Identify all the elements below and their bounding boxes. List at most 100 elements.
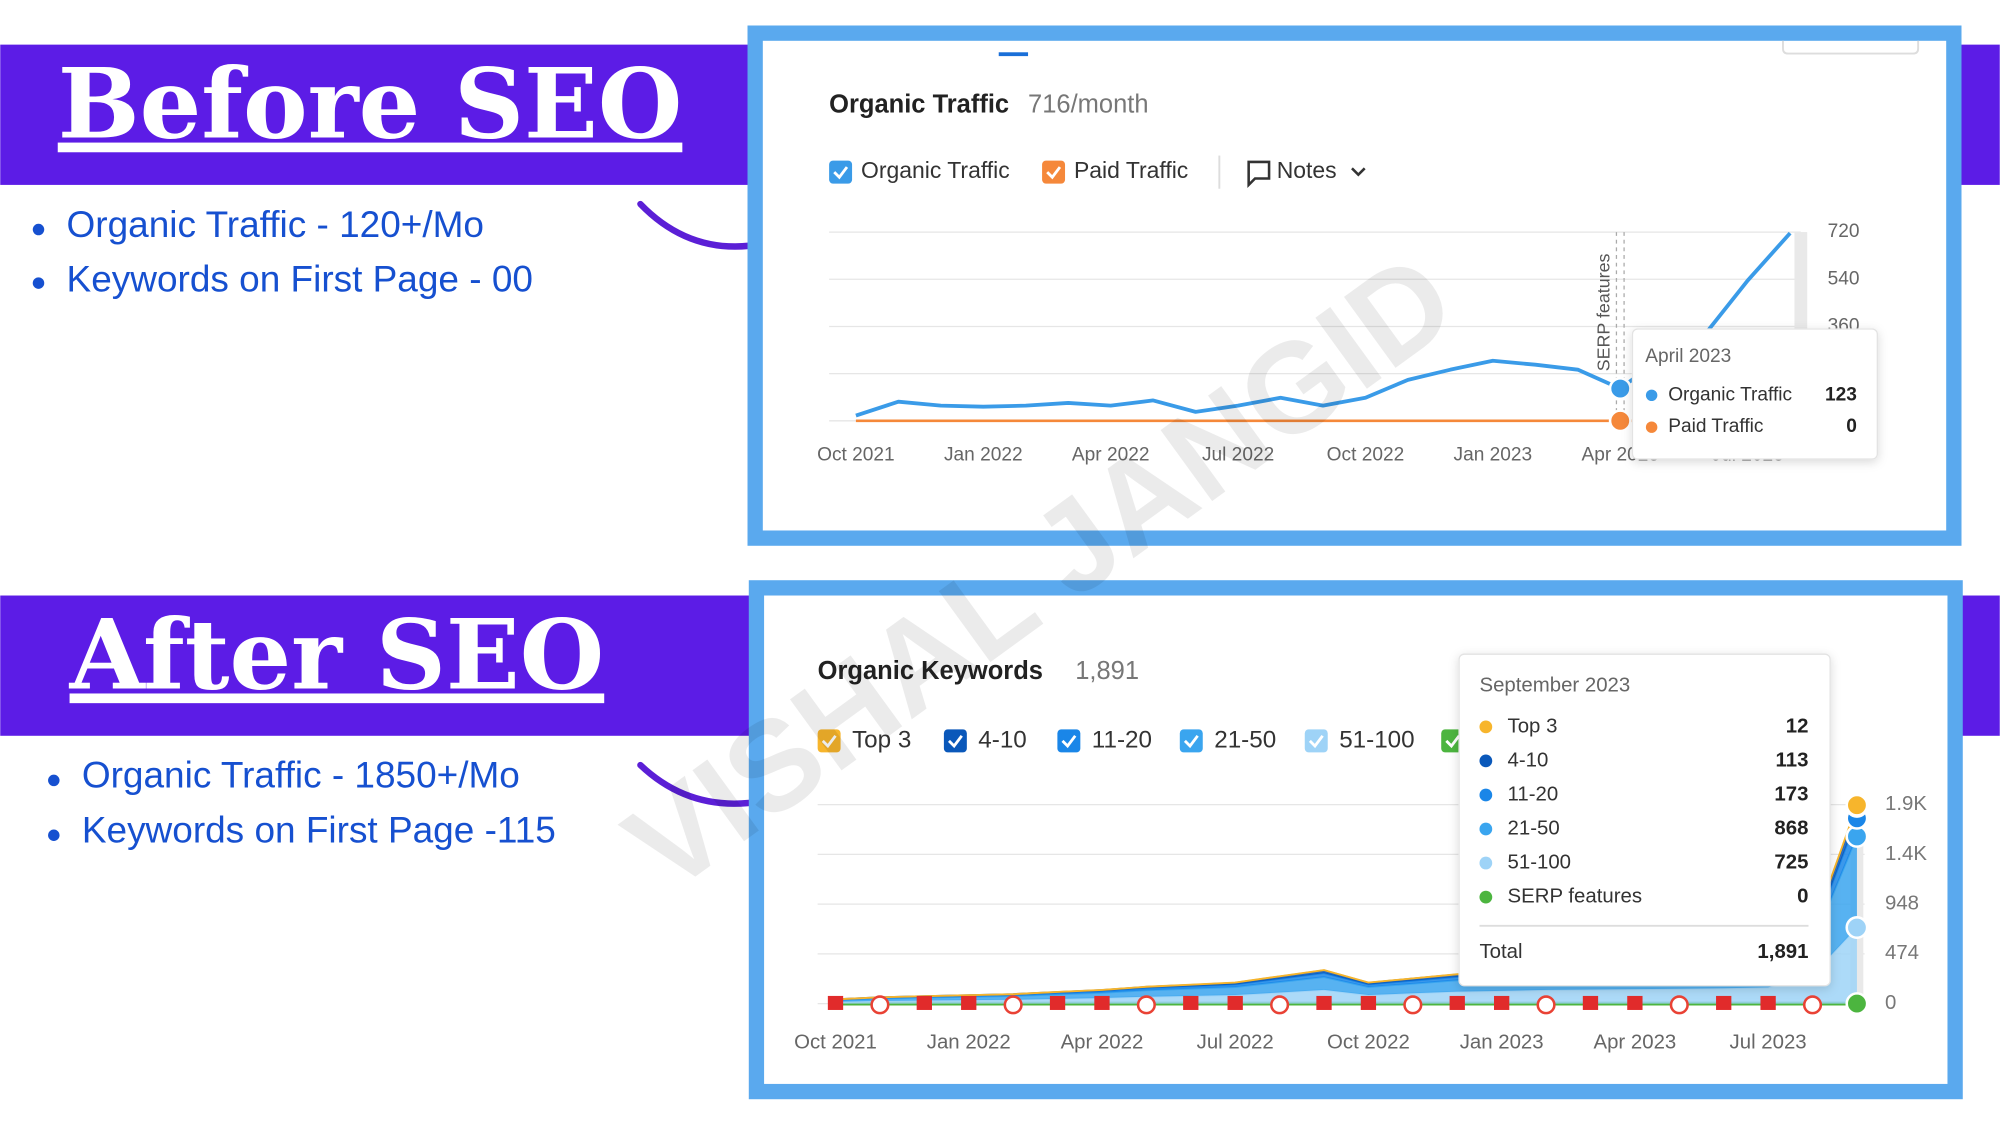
tooltip-value: 868: [1774, 817, 1808, 839]
legend-label: 4-10: [978, 726, 1026, 753]
tooltip: [1458, 653, 1831, 987]
bullet-dot: [48, 774, 60, 787]
section-heading: Before SEO: [58, 47, 683, 161]
legend-checkbox: [1042, 160, 1066, 184]
y-tick-label: 948: [1885, 893, 1919, 915]
flag-icon: [1494, 995, 1510, 1010]
y-tick-label: 474: [1885, 942, 1919, 964]
flag-icon: [1582, 995, 1599, 1010]
x-tick-label: Jul 2022: [1197, 1032, 1274, 1054]
flag-icon: [1227, 995, 1243, 1010]
tooltip-label: 51-100: [1508, 851, 1571, 873]
chart-subtitle: 1,891: [1075, 657, 1139, 685]
tooltip: [1631, 328, 1878, 460]
checkmark: [1061, 734, 1077, 749]
legend-checkbox: [1057, 729, 1081, 753]
flag-icon: [1183, 995, 1199, 1010]
flag-icon: [1716, 995, 1732, 1010]
checkmark: [1046, 166, 1062, 180]
x-tick-label: Apr 2023: [1593, 1032, 1676, 1054]
x-tick-label: Apr 2022: [1072, 444, 1150, 465]
checkmark: [1183, 734, 1199, 749]
bullet-text: Keywords on First Page - 00: [67, 259, 533, 300]
tooltip-dot: [1479, 754, 1493, 768]
tooltip-label: SERP features: [1508, 885, 1643, 907]
tooltip-label: 21-50: [1508, 817, 1560, 839]
tooltip-label: 11-20: [1508, 783, 1559, 805]
flag-icon: [1094, 995, 1110, 1010]
g-icon: [1536, 995, 1556, 1015]
tooltip-dot: [1479, 890, 1493, 904]
legend-label: 51-100: [1339, 726, 1414, 753]
hover-dot: [1845, 916, 1869, 939]
tooltip-label: Organic Traffic: [1668, 384, 1792, 405]
tooltip-dot: [1479, 822, 1493, 836]
x-tick-label: Jan 2022: [927, 1032, 1011, 1054]
hover-dot: [1608, 409, 1632, 433]
tooltip-dot: [1479, 720, 1493, 734]
tooltip-title: September 2023: [1479, 674, 1630, 696]
tooltip-dot: [1645, 421, 1658, 433]
button-edge: [1782, 40, 1920, 55]
area: [835, 927, 1857, 1004]
legend-label: 21-50: [1214, 726, 1276, 753]
y-tick-label: 0: [1885, 992, 1896, 1014]
chart-subtitle: 716/month: [1028, 91, 1149, 119]
bullet-text: Organic Traffic - 1850+/Mo: [82, 755, 520, 796]
tooltip-dot: [1645, 389, 1658, 402]
legend-label: 11-20: [1092, 726, 1152, 753]
hover-dot: [1845, 992, 1869, 1016]
legend-checkbox: [829, 160, 853, 184]
x-tick-label: Jul 2022: [1202, 444, 1274, 465]
x-tick-label: Oct 2021: [794, 1032, 877, 1054]
bullet-dot: [32, 277, 45, 289]
g-icon: [1669, 995, 1689, 1015]
g-icon: [1003, 995, 1023, 1015]
y-tick-label: 1.9K: [1885, 793, 1927, 815]
legend-checkbox: [817, 729, 841, 753]
flag-icon: [1360, 995, 1377, 1010]
x-tick-label: Oct 2022: [1327, 444, 1405, 465]
hover-dot: [1845, 793, 1869, 817]
tooltip-dot: [1479, 856, 1493, 870]
flag-icon: [1449, 995, 1465, 1010]
checkmark: [948, 734, 963, 749]
checkmark: [1445, 734, 1461, 749]
tooltip-label: Paid Traffic: [1668, 416, 1764, 437]
tooltip-value: 173: [1774, 783, 1808, 805]
legend-checkbox: [943, 729, 967, 753]
g-icon: [870, 995, 890, 1015]
y-tick-label: 720: [1828, 221, 1860, 242]
x-tick-label: Jan 2023: [1460, 1032, 1544, 1054]
legend-checkbox: [1179, 729, 1203, 753]
tooltip-value: 0: [1846, 416, 1857, 437]
tooltip-value: 123: [1825, 384, 1857, 405]
hover-dot: [1608, 377, 1632, 401]
x-tick-label: Jul 2023: [1730, 1032, 1807, 1054]
tooltip-dot: [1479, 788, 1493, 802]
flag-icon: [827, 995, 844, 1010]
chart-title: Organic Traffic: [829, 91, 1009, 119]
x-tick-label: Jan 2023: [1454, 444, 1533, 465]
section-heading: After SEO: [69, 597, 605, 711]
g-icon: [1270, 995, 1290, 1015]
g-icon: [1802, 995, 1823, 1015]
bullet-text: Keywords on First Page -115: [82, 809, 556, 850]
x-tick-label: Oct 2022: [1327, 1032, 1410, 1054]
tooltip-label: Top 3: [1508, 715, 1558, 737]
tooltip-value: 0: [1797, 885, 1808, 907]
flag-icon: [1049, 995, 1066, 1010]
checkmark: [833, 166, 849, 180]
checkmark: [821, 734, 837, 749]
tooltip-value: 725: [1774, 851, 1808, 873]
tooltip-value: 12: [1786, 715, 1809, 737]
y-tick-label: 540: [1828, 268, 1860, 289]
annotation: SERP features: [1594, 253, 1614, 371]
legend-label: Paid Traffic: [1074, 157, 1188, 183]
legend-checkbox: [1304, 729, 1328, 753]
g-icon: [1403, 995, 1423, 1015]
bullet-dot: [48, 829, 60, 841]
tooltip-total: 1,891: [1757, 941, 1808, 963]
chevron: [1351, 167, 1366, 177]
